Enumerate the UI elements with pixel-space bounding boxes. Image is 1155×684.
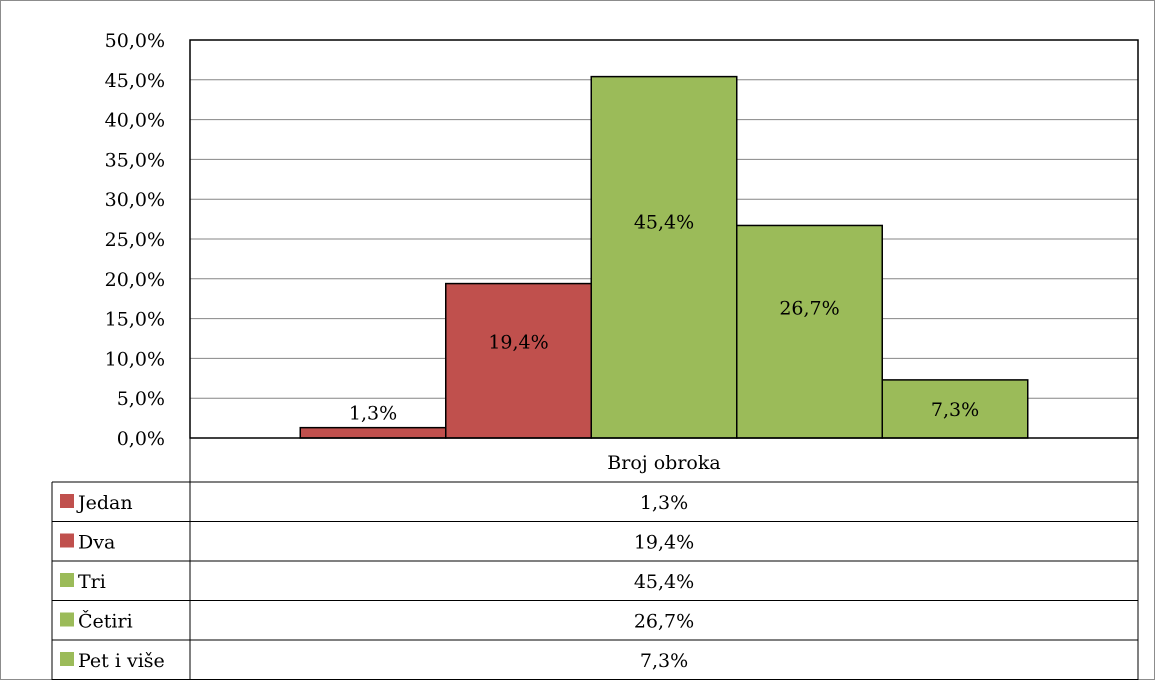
table-value-0: 1,3% [640,492,688,514]
legend-label-4: Pet i više [78,650,165,672]
data-labels: 1,3% 19,4% 45,4% 26,7% 7,3% [349,211,979,424]
data-label-0: 1,3% [349,403,397,425]
y-axis-ticks: 0,0% 5,0% 10,0% 15,0% 20,0% 25,0% 30,0% 35,0% 40… [105,30,165,450]
data-label-1: 19,4% [488,331,548,353]
bar-3 [736,224,883,439]
bar-0 [299,426,447,439]
y-tick-label: 30,0% [105,189,165,211]
y-tick-label: 35,0% [105,149,165,171]
table-value-1: 19,4% [634,532,694,554]
y-tick-label: 25,0% [105,229,165,251]
plot-area [189,39,1139,439]
y-tick-label: 45,0% [105,70,165,92]
legend-swatch-0 [60,494,74,508]
legend-label-1: Dva [78,532,115,554]
legend-swatch-3 [60,612,74,627]
y-tick-label: 5,0% [117,388,165,410]
y-tick-label: 50,0% [105,30,165,52]
y-tick-label: 40,0% [105,110,165,132]
legend-label-0: Jedan [76,492,133,514]
y-tick-label: 15,0% [105,309,165,331]
data-label-4: 7,3% [931,399,979,421]
data-label-3: 26,7% [779,298,839,320]
legend-label-2: Tri [78,571,106,593]
legend-swatch-2 [60,573,74,587]
bar-2 [590,75,738,439]
bar-1 [445,282,592,439]
y-tick-label: 20,0% [105,269,165,291]
legend-swatch-4 [60,652,74,666]
table-value-4: 7,3% [640,650,688,672]
y-tick-label: 10,0% [105,348,165,370]
y-tick-label: 0,0% [117,428,165,450]
bars [299,75,1029,439]
legend-swatch-1 [60,533,74,548]
table-value-2: 45,4% [634,571,694,593]
legend-label-3: Četiri [78,610,133,633]
table-header-category: Broj obroka [607,452,720,474]
table-value-3: 26,7% [634,611,694,633]
data-label-2: 45,4% [634,211,694,233]
